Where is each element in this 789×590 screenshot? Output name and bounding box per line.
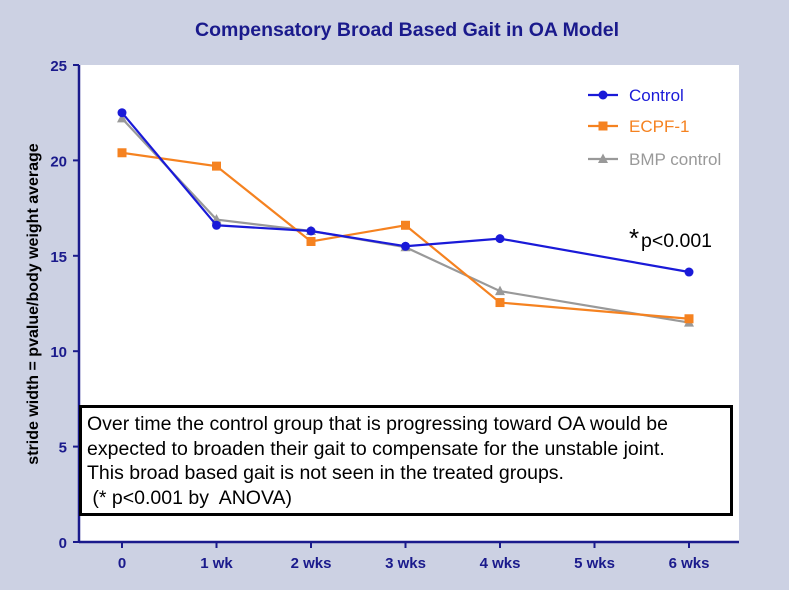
legend-item: Control <box>588 86 684 105</box>
series-ecpf-1 <box>117 148 694 324</box>
legend-label: ECPF-1 <box>629 117 689 136</box>
data-point <box>401 220 410 230</box>
note-line: Over time the control group that is prog… <box>87 413 668 435</box>
y-tick-label: 0 <box>59 535 67 552</box>
data-point <box>684 267 694 277</box>
note-line: (* p<0.001 by ANOVA) <box>87 486 293 509</box>
legend-marker <box>598 90 608 100</box>
legend-label: BMP control <box>629 150 721 169</box>
series-line <box>121 151 690 320</box>
legend-marker <box>598 153 608 163</box>
series-control <box>117 108 694 277</box>
data-point <box>306 226 316 236</box>
legend-item: ECPF-1 <box>588 117 689 136</box>
series-line <box>121 111 690 274</box>
data-point <box>495 298 505 308</box>
data-point <box>212 220 221 230</box>
note-line: This broad based gait is not seen in the… <box>87 462 564 484</box>
y-tick-label: 10 <box>50 344 67 361</box>
x-tick-label: 1 wk <box>200 555 233 572</box>
y-tick-label: 25 <box>50 58 67 75</box>
legend: Control ECPF-1 BMP control <box>588 86 721 169</box>
data-point <box>117 112 127 123</box>
note-box: Over time the control group that is prog… <box>79 405 733 516</box>
x-tick-label: 3 wks <box>385 555 426 572</box>
note-line: expected to broaden their gait to compen… <box>87 437 665 460</box>
axes: 0 5 10 15 20 25 0 1 wk 2 wks 3 wks 4 wks 5 wks 6 wks <box>50 58 739 572</box>
y-tick-label: 20 <box>50 153 67 170</box>
chart-title: Compensatory Broad Based Gait in OA Mode… <box>195 19 619 41</box>
data-point <box>212 161 221 171</box>
y-tick-label: 15 <box>50 249 67 266</box>
data-point <box>495 234 505 244</box>
data-point <box>117 148 127 158</box>
x-tick-label: 4 wks <box>480 555 521 572</box>
annotation-star: * <box>629 223 639 253</box>
data-point <box>306 236 316 246</box>
x-tick-label: 6 wks <box>669 555 710 572</box>
data-point <box>495 285 505 296</box>
data-point <box>684 314 694 324</box>
x-tick-label: 5 wks <box>574 555 615 572</box>
legend-marker <box>598 121 608 131</box>
legend-item: BMP control <box>588 150 721 169</box>
legend-label: Control <box>629 86 684 105</box>
x-tick-label: 0 <box>118 555 126 572</box>
x-tick-label: 2 wks <box>291 555 332 572</box>
significance-annotation: * p<0.001 <box>629 223 712 253</box>
annotation-text: p<0.001 <box>641 230 712 252</box>
data-point <box>401 241 410 251</box>
y-axis-label: stride width = pvalue/body weight averag… <box>25 143 42 465</box>
data-point <box>117 108 127 118</box>
y-tick-label: 5 <box>59 440 67 457</box>
series-layer <box>117 108 694 327</box>
